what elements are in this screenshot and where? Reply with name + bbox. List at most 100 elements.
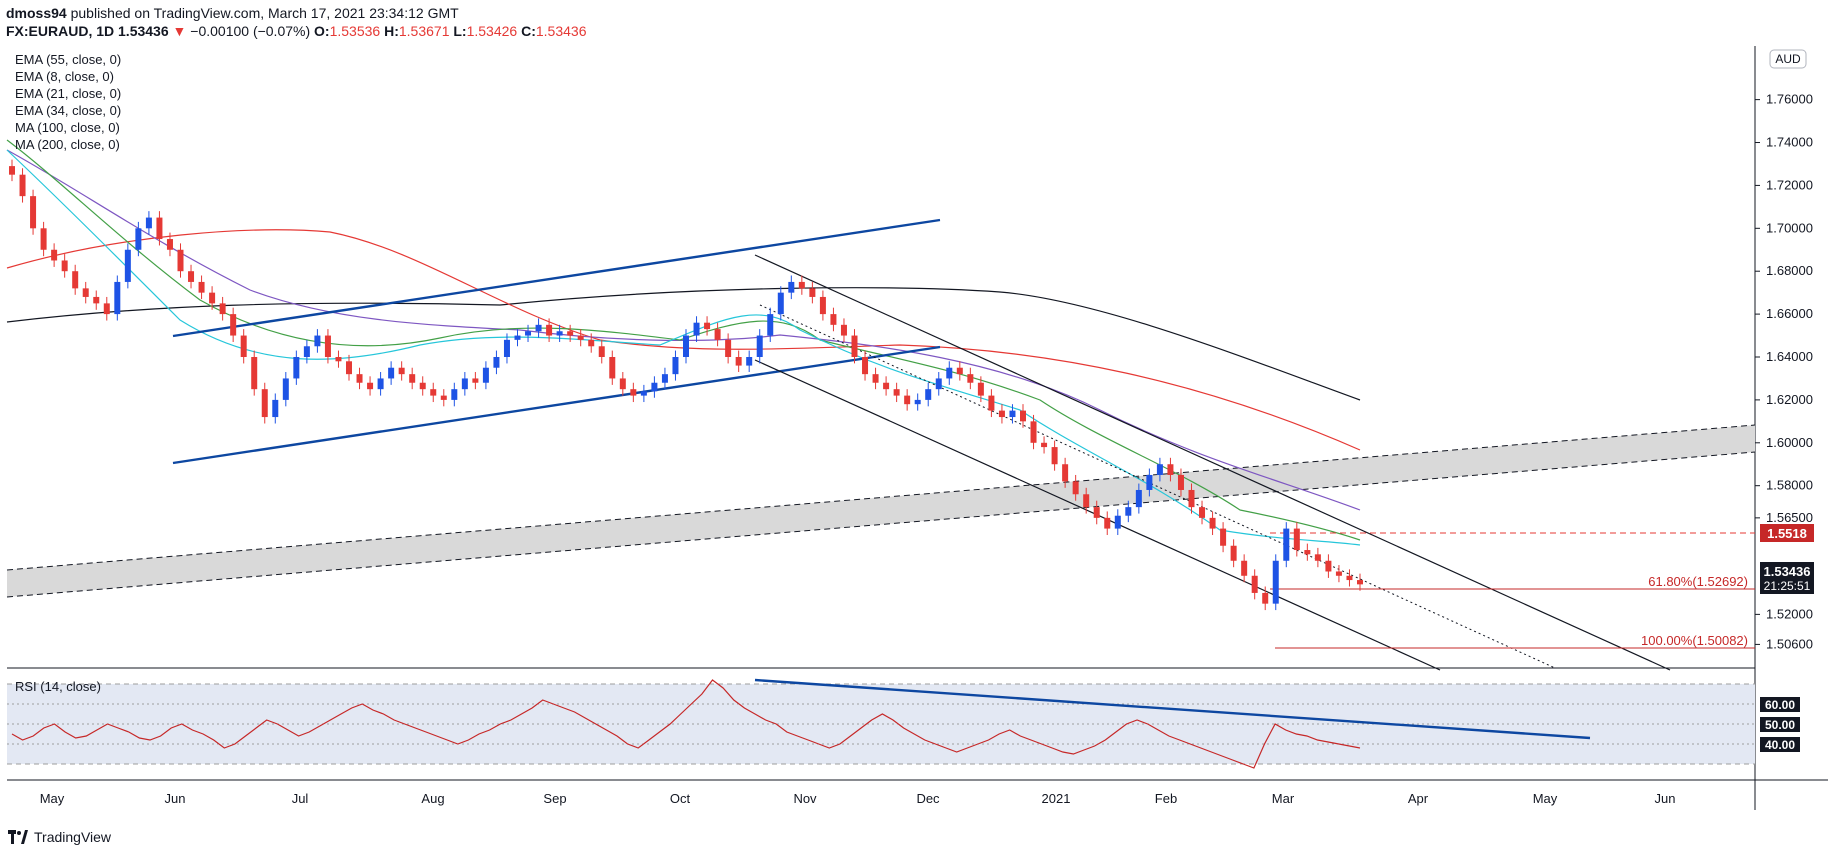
candle-body[interactable]: [1304, 550, 1311, 555]
candle-body[interactable]: [493, 357, 500, 368]
candle-body[interactable]: [1199, 507, 1206, 518]
candle-body[interactable]: [946, 367, 953, 379]
candle-body[interactable]: [114, 281, 121, 315]
candle-body[interactable]: [872, 374, 879, 383]
candle-body[interactable]: [188, 271, 195, 282]
candle-body[interactable]: [609, 357, 616, 379]
candle-body[interactable]: [1135, 489, 1142, 508]
candle-body[interactable]: [1188, 489, 1195, 508]
candle-body[interactable]: [430, 389, 437, 396]
candle-body[interactable]: [1062, 464, 1069, 482]
legend-ema34[interactable]: EMA (34, close, 0): [15, 103, 121, 118]
candle-body[interactable]: [598, 346, 605, 357]
candle-body[interactable]: [324, 335, 331, 357]
legend-ema55[interactable]: EMA (55, close, 0): [15, 52, 121, 67]
candle-body[interactable]: [61, 260, 68, 272]
candle-body[interactable]: [1325, 560, 1332, 572]
candle-body[interactable]: [219, 303, 226, 315]
candle-body[interactable]: [756, 335, 763, 357]
candle-body[interactable]: [1072, 481, 1079, 495]
candle-body[interactable]: [1251, 575, 1258, 593]
zone-upper-line[interactable]: [6, 424, 1756, 571]
candle-body[interactable]: [198, 281, 205, 293]
candle-body[interactable]: [30, 196, 37, 229]
candle-body[interactable]: [693, 322, 700, 336]
candle-body[interactable]: [777, 292, 784, 315]
candle-body[interactable]: [124, 249, 131, 282]
candle-body[interactable]: [704, 322, 711, 330]
candle-body[interactable]: [1009, 410, 1016, 418]
candle-body[interactable]: [303, 346, 310, 357]
candle-body[interactable]: [419, 382, 426, 390]
falling-channel-mid[interactable]: [759, 304, 1556, 669]
candle-body[interactable]: [904, 395, 911, 405]
candle-body[interactable]: [1209, 517, 1216, 529]
legend-ma100[interactable]: MA (100, close, 0): [15, 120, 120, 135]
candle-body[interactable]: [1041, 442, 1048, 448]
candle-body[interactable]: [1346, 575, 1353, 581]
rsi-legend[interactable]: RSI (14, close): [15, 679, 101, 694]
candle-body[interactable]: [1114, 515, 1121, 529]
candle-body[interactable]: [714, 329, 721, 340]
candle-body[interactable]: [440, 395, 447, 400]
symbol-label[interactable]: FX:EURAUD, 1D: [6, 23, 115, 39]
candle-body[interactable]: [840, 324, 847, 336]
ema8-line[interactable]: [6, 149, 1361, 546]
candle-body[interactable]: [40, 228, 47, 250]
candle-body[interactable]: [93, 296, 100, 304]
candle-body[interactable]: [525, 331, 532, 336]
support-zone[interactable]: [7, 425, 1755, 597]
candle-body[interactable]: [367, 382, 374, 390]
candle-body[interactable]: [335, 357, 342, 362]
candle-body[interactable]: [819, 296, 826, 315]
candle-body[interactable]: [798, 281, 805, 289]
legend-ma200[interactable]: MA (200, close, 0): [15, 137, 120, 152]
candle-body[interactable]: [240, 335, 247, 357]
rsi-line[interactable]: [11, 679, 1361, 769]
time-axis[interactable]: May Jun Jul Aug Sep Oct Nov Dec 2021 Feb Mar Apr May…: [40, 791, 1676, 806]
candles-layer[interactable]: [9, 159, 1363, 611]
candle-body[interactable]: [388, 367, 395, 379]
ema34-line[interactable]: [6, 149, 1361, 511]
candle-body[interactable]: [862, 357, 869, 375]
candle-body[interactable]: [967, 374, 974, 383]
candle-body[interactable]: [767, 314, 774, 336]
candle-body[interactable]: [156, 217, 163, 240]
candle-body[interactable]: [725, 339, 732, 357]
candle-body[interactable]: [788, 281, 795, 293]
candle-body[interactable]: [1335, 571, 1342, 576]
candle-body[interactable]: [546, 324, 553, 336]
candle-body[interactable]: [567, 331, 574, 336]
candle-body[interactable]: [1083, 494, 1090, 508]
candle-body[interactable]: [1167, 464, 1174, 475]
candle-body[interactable]: [735, 357, 742, 366]
candle-body[interactable]: [630, 389, 637, 396]
rising-channel-upper[interactable]: [172, 218, 941, 338]
candle-body[interactable]: [556, 331, 563, 336]
candle-body[interactable]: [177, 249, 184, 272]
candle-body[interactable]: [1156, 464, 1163, 475]
candle-body[interactable]: [998, 410, 1005, 418]
candle-body[interactable]: [272, 399, 279, 418]
candle-body[interactable]: [746, 357, 753, 366]
candle-body[interactable]: [914, 399, 921, 405]
candle-body[interactable]: [293, 357, 300, 379]
candle-body[interactable]: [461, 378, 468, 390]
candle-body[interactable]: [261, 389, 268, 418]
candle-body[interactable]: [482, 367, 489, 383]
candle-body[interactable]: [925, 389, 932, 400]
candle-body[interactable]: [988, 395, 995, 411]
candle-body[interactable]: [377, 378, 384, 390]
candle-body[interactable]: [135, 228, 142, 250]
candle-body[interactable]: [1051, 447, 1058, 465]
candle-body[interactable]: [314, 335, 321, 347]
candle-body[interactable]: [619, 378, 626, 390]
falling-channel-upper[interactable]: [754, 254, 1671, 671]
candle-body[interactable]: [9, 166, 15, 175]
candle-body[interactable]: [683, 335, 689, 357]
candle-body[interactable]: [883, 382, 890, 390]
candle-body[interactable]: [1283, 528, 1290, 561]
candle-body[interactable]: [830, 314, 837, 325]
candle-body[interactable]: [535, 324, 542, 332]
candle-body[interactable]: [588, 339, 595, 347]
